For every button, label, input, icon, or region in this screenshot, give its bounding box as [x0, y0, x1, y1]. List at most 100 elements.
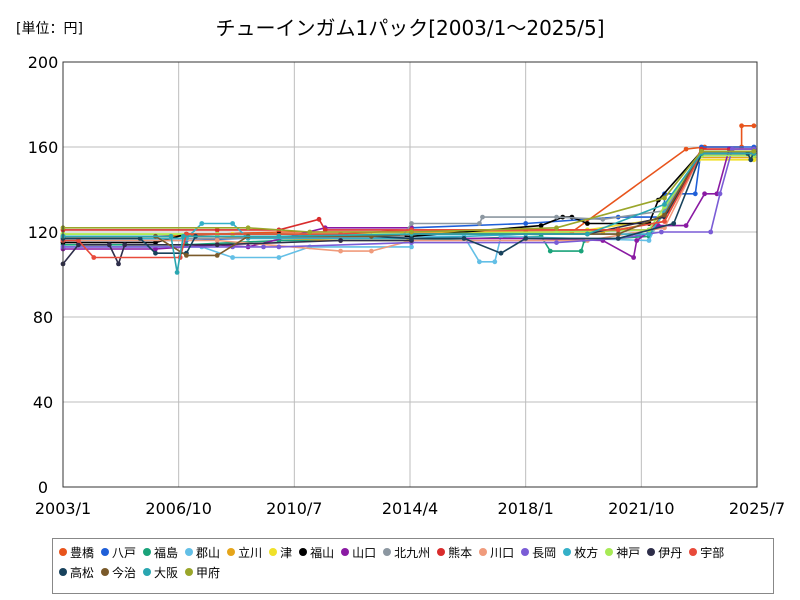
- line-chart: 0 40 80 120 160 200 2003/1 2006/10 2010/7 2014/4…: [28, 53, 785, 518]
- data-point: [76, 238, 81, 243]
- series-group: [60, 123, 757, 275]
- data-point: [631, 255, 636, 260]
- data-point: [751, 148, 757, 154]
- legend-label: 郡山: [196, 545, 221, 560]
- data-point: [615, 236, 621, 241]
- data-point: [554, 229, 559, 235]
- legend-item: 伊丹: [647, 542, 682, 562]
- data-point: [276, 244, 282, 250]
- legend-marker-icon: [299, 548, 308, 556]
- data-point: [662, 195, 667, 201]
- y-tick-label: 40: [33, 393, 53, 412]
- legend-item: 郡山: [185, 542, 220, 562]
- legend-label: 豊橋: [70, 545, 95, 560]
- legend-item: 山口: [341, 542, 376, 562]
- legend-item: 今治: [101, 562, 136, 582]
- data-point: [199, 221, 205, 226]
- y-tick-label: 0: [38, 478, 48, 497]
- x-tick-label: 2010/7: [266, 499, 322, 518]
- data-point: [615, 227, 621, 233]
- y-tick-label: 80: [33, 308, 53, 327]
- legend-marker-icon: [269, 548, 278, 556]
- data-point: [492, 259, 498, 265]
- data-point: [230, 255, 236, 260]
- legend-label: 山口: [352, 545, 377, 560]
- legend-label: 福島: [154, 545, 179, 560]
- series-15: [60, 151, 757, 260]
- x-tick-label: 2003/1: [35, 499, 91, 518]
- legend-item: 八戸: [101, 542, 136, 562]
- data-point: [662, 219, 667, 224]
- data-point: [122, 242, 128, 248]
- legend-label: 津: [280, 545, 293, 560]
- legend-marker-icon: [383, 548, 392, 556]
- data-point: [316, 216, 322, 222]
- data-point: [338, 238, 343, 243]
- data-point: [153, 250, 158, 256]
- data-point: [646, 231, 652, 237]
- plot-frame: [62, 61, 758, 488]
- data-point: [180, 233, 186, 239]
- data-point: [751, 123, 757, 129]
- series-line: [63, 152, 754, 240]
- y-tick-label: 160: [28, 138, 59, 157]
- data-point: [554, 225, 559, 231]
- legend-marker-icon: [227, 548, 236, 556]
- legend-marker-icon: [689, 548, 698, 556]
- legend-label: 甲府: [196, 565, 221, 580]
- data-point: [692, 191, 698, 197]
- data-point: [322, 227, 328, 233]
- data-point: [662, 202, 667, 207]
- data-point: [409, 221, 414, 226]
- plot-frame-rect: [62, 61, 758, 488]
- legend-marker-icon: [563, 548, 572, 556]
- legend-item: 熊本: [437, 542, 472, 562]
- y-tick-label: 200: [28, 53, 59, 72]
- legend-item: 大阪: [143, 562, 178, 582]
- legend-marker-icon: [521, 548, 530, 556]
- legend-item: 立川: [227, 542, 262, 562]
- legend-label: 八戸: [112, 545, 137, 560]
- legend-marker-icon: [647, 548, 656, 556]
- chart-title: チューインガム1パック[2003/1～2025/5]: [215, 16, 605, 40]
- legend-item: 豊橋: [59, 542, 94, 562]
- legend-item: 福島: [143, 542, 178, 562]
- data-point: [523, 221, 529, 226]
- data-point: [184, 253, 189, 258]
- legend-marker-icon: [101, 548, 110, 556]
- series-11: [60, 146, 757, 250]
- data-point: [538, 223, 544, 229]
- data-point: [634, 238, 640, 243]
- legend-item: 神戸: [605, 542, 640, 562]
- legend-item: 津: [269, 542, 292, 562]
- legend-label: 長岡: [532, 545, 557, 560]
- legend-label: 北九州: [394, 545, 431, 560]
- data-point: [585, 231, 590, 237]
- data-point: [600, 216, 606, 222]
- data-point: [214, 238, 220, 243]
- data-point: [174, 270, 180, 275]
- legend-marker-icon: [143, 568, 152, 576]
- data-point: [106, 242, 112, 248]
- unit-label: [単位：円]: [16, 21, 83, 37]
- legend-item: 甲府: [185, 562, 220, 582]
- x-tick-label: 2025/7: [729, 499, 785, 518]
- data-point: [276, 233, 282, 239]
- legend-marker-icon: [59, 568, 67, 576]
- data-point: [578, 248, 584, 254]
- legend-label: 熊本: [448, 545, 473, 560]
- grid-lines: [62, 61, 758, 488]
- legend: 豊橋 八戸 福島 郡山 立川 津 福山 山口 北九州 熊本 川口 長岡 枚方 神戸 伊丹 宇部 高松 今治 大阪 甲府: [52, 538, 774, 594]
- legend-item: 川口: [479, 542, 514, 562]
- legend-marker-icon: [101, 568, 110, 576]
- legend-label: 大阪: [154, 565, 179, 580]
- data-point: [214, 242, 220, 248]
- data-point: [683, 146, 689, 152]
- data-point: [547, 248, 553, 254]
- data-point: [369, 248, 374, 254]
- data-point: [461, 236, 467, 241]
- data-point: [409, 244, 414, 250]
- legend-item: 宇部: [689, 542, 724, 562]
- data-point: [683, 223, 689, 229]
- data-point: [153, 246, 158, 252]
